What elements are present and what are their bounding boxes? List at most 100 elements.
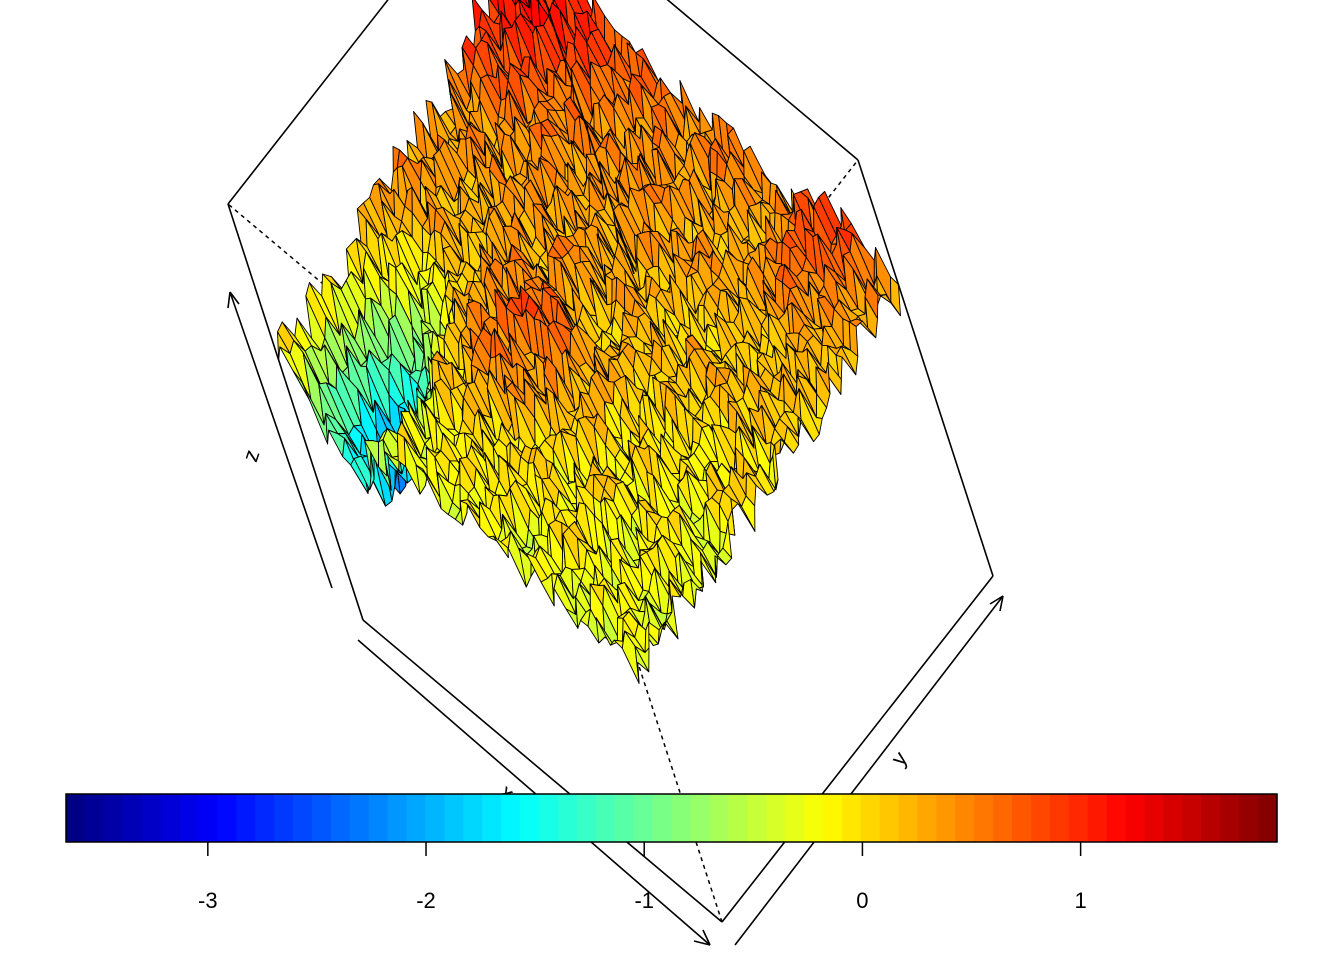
x-axis-arrow-head <box>693 929 711 946</box>
x-axis-arrow-line <box>357 639 711 946</box>
colorbar-cell <box>444 794 464 842</box>
colorbar-cell <box>198 794 218 842</box>
colorbar-cell <box>311 794 332 842</box>
colorbar-cell <box>728 794 748 842</box>
colorbar-cell <box>217 794 237 842</box>
colorbar-cell <box>1068 794 1089 842</box>
visible-edge-6 <box>544 0 635 275</box>
colorbar-cell <box>671 794 692 842</box>
colorbar-ticks: -3 -2 -1 0 1 <box>198 842 1087 913</box>
visible-edge-1 <box>721 575 994 923</box>
colorbar-cell <box>709 794 729 842</box>
hidden-edge-0 <box>586 505 723 923</box>
colorbar-cell <box>1220 794 1240 842</box>
colorbar-cell <box>1144 794 1165 842</box>
colorbar-cell <box>122 794 143 842</box>
colorbar-cell <box>482 794 502 842</box>
colorbar-cell <box>103 794 124 842</box>
colorbar-cell <box>501 794 521 842</box>
colorbar-cell <box>936 794 956 842</box>
colorbar-cells <box>66 794 1278 842</box>
colorbar-cell <box>1012 794 1032 842</box>
colorbar-cell <box>387 794 408 842</box>
colorbar-cell <box>898 794 919 842</box>
colorbar-cell <box>236 794 256 842</box>
colorbar-cell <box>993 794 1013 842</box>
colorbar-cell <box>160 794 181 842</box>
colorbar-cell <box>539 794 559 842</box>
colorbar-cell <box>633 794 654 842</box>
colorbar-cell <box>368 794 389 842</box>
colorbar-cell <box>576 794 597 842</box>
colorbar-cell <box>330 794 351 842</box>
colorbar-cell <box>274 794 294 842</box>
visible-edge-0 <box>362 619 723 923</box>
colorbar-cell <box>463 794 483 842</box>
surface-facet <box>634 645 650 684</box>
colorbar-tick-label: 0 <box>856 888 868 913</box>
colorbar-cell <box>955 794 975 842</box>
colorbar-cell <box>1125 794 1146 842</box>
colorbar-cell <box>293 794 313 842</box>
surface-facet <box>761 171 771 205</box>
colorbar-cell <box>785 794 805 842</box>
colorbar-cell <box>1201 794 1221 842</box>
surface-facet <box>546 68 555 98</box>
colorbar-cell <box>974 794 994 842</box>
surface-facet <box>604 274 613 306</box>
colorbar-cell <box>1087 794 1108 842</box>
y-axis-label: y <box>886 746 912 770</box>
visible-edge-3 <box>857 159 994 577</box>
colorbar-tick-label: -2 <box>416 888 436 913</box>
colorbar-cell <box>349 794 370 842</box>
y-axis-arrow-line <box>734 595 1004 946</box>
colorbar-tick-label: -3 <box>198 888 218 913</box>
colorbar-cell <box>255 794 275 842</box>
colorbar-cell <box>406 794 427 842</box>
colorbar-cell <box>595 794 616 842</box>
visible-edge-4 <box>227 0 389 205</box>
colorbar-cell <box>179 794 200 842</box>
colorbar-cell <box>841 794 862 842</box>
colorbar-cell <box>66 794 86 842</box>
colorbar-cell <box>652 794 673 842</box>
colorbar-cell <box>690 794 710 842</box>
surface-facet <box>709 146 718 177</box>
colorbar-cell <box>141 794 162 842</box>
surface-mesh <box>277 0 901 684</box>
colorbar-cell <box>1182 794 1202 842</box>
colorbar-cell <box>803 794 824 842</box>
z-axis-label: z <box>237 446 264 465</box>
colorbar-tick-label: 1 <box>1074 888 1086 913</box>
plot-box <box>227 0 994 923</box>
z-axis-arrow-head <box>227 291 240 309</box>
colorbar-cell <box>860 794 881 842</box>
colorbar-cell <box>917 794 937 842</box>
z-axis-arrow-line <box>229 291 333 589</box>
colorbar-cell <box>747 794 767 842</box>
visible-edge-5 <box>666 0 859 161</box>
colorbar-cell <box>614 794 635 842</box>
colorbar-cell <box>1031 794 1051 842</box>
colorbar-cell <box>822 794 843 842</box>
colorbar-cell <box>879 794 900 842</box>
colorbar-frame <box>65 793 1278 843</box>
colorbar-cell <box>84 794 105 842</box>
colorbar-cell <box>766 794 786 842</box>
colorbar-cell <box>1106 794 1127 842</box>
axis-y: y <box>734 595 1004 946</box>
colorbar-cell <box>1049 794 1070 842</box>
visible-box-edges <box>227 0 994 923</box>
surface-facet <box>890 276 901 317</box>
y-axis-arrow-head <box>989 595 1004 612</box>
colorbar-cell <box>557 794 578 842</box>
colorbar: -3 -2 -1 0 1 <box>65 793 1278 913</box>
colorbar-cell <box>1258 794 1278 842</box>
visible-edge-2 <box>227 203 364 621</box>
colorbar-cell <box>520 794 540 842</box>
axis-x: x <box>357 639 711 946</box>
colorbar-cell <box>425 794 446 842</box>
colorbar-cell <box>1163 794 1183 842</box>
colorbar-cell <box>1239 794 1259 842</box>
